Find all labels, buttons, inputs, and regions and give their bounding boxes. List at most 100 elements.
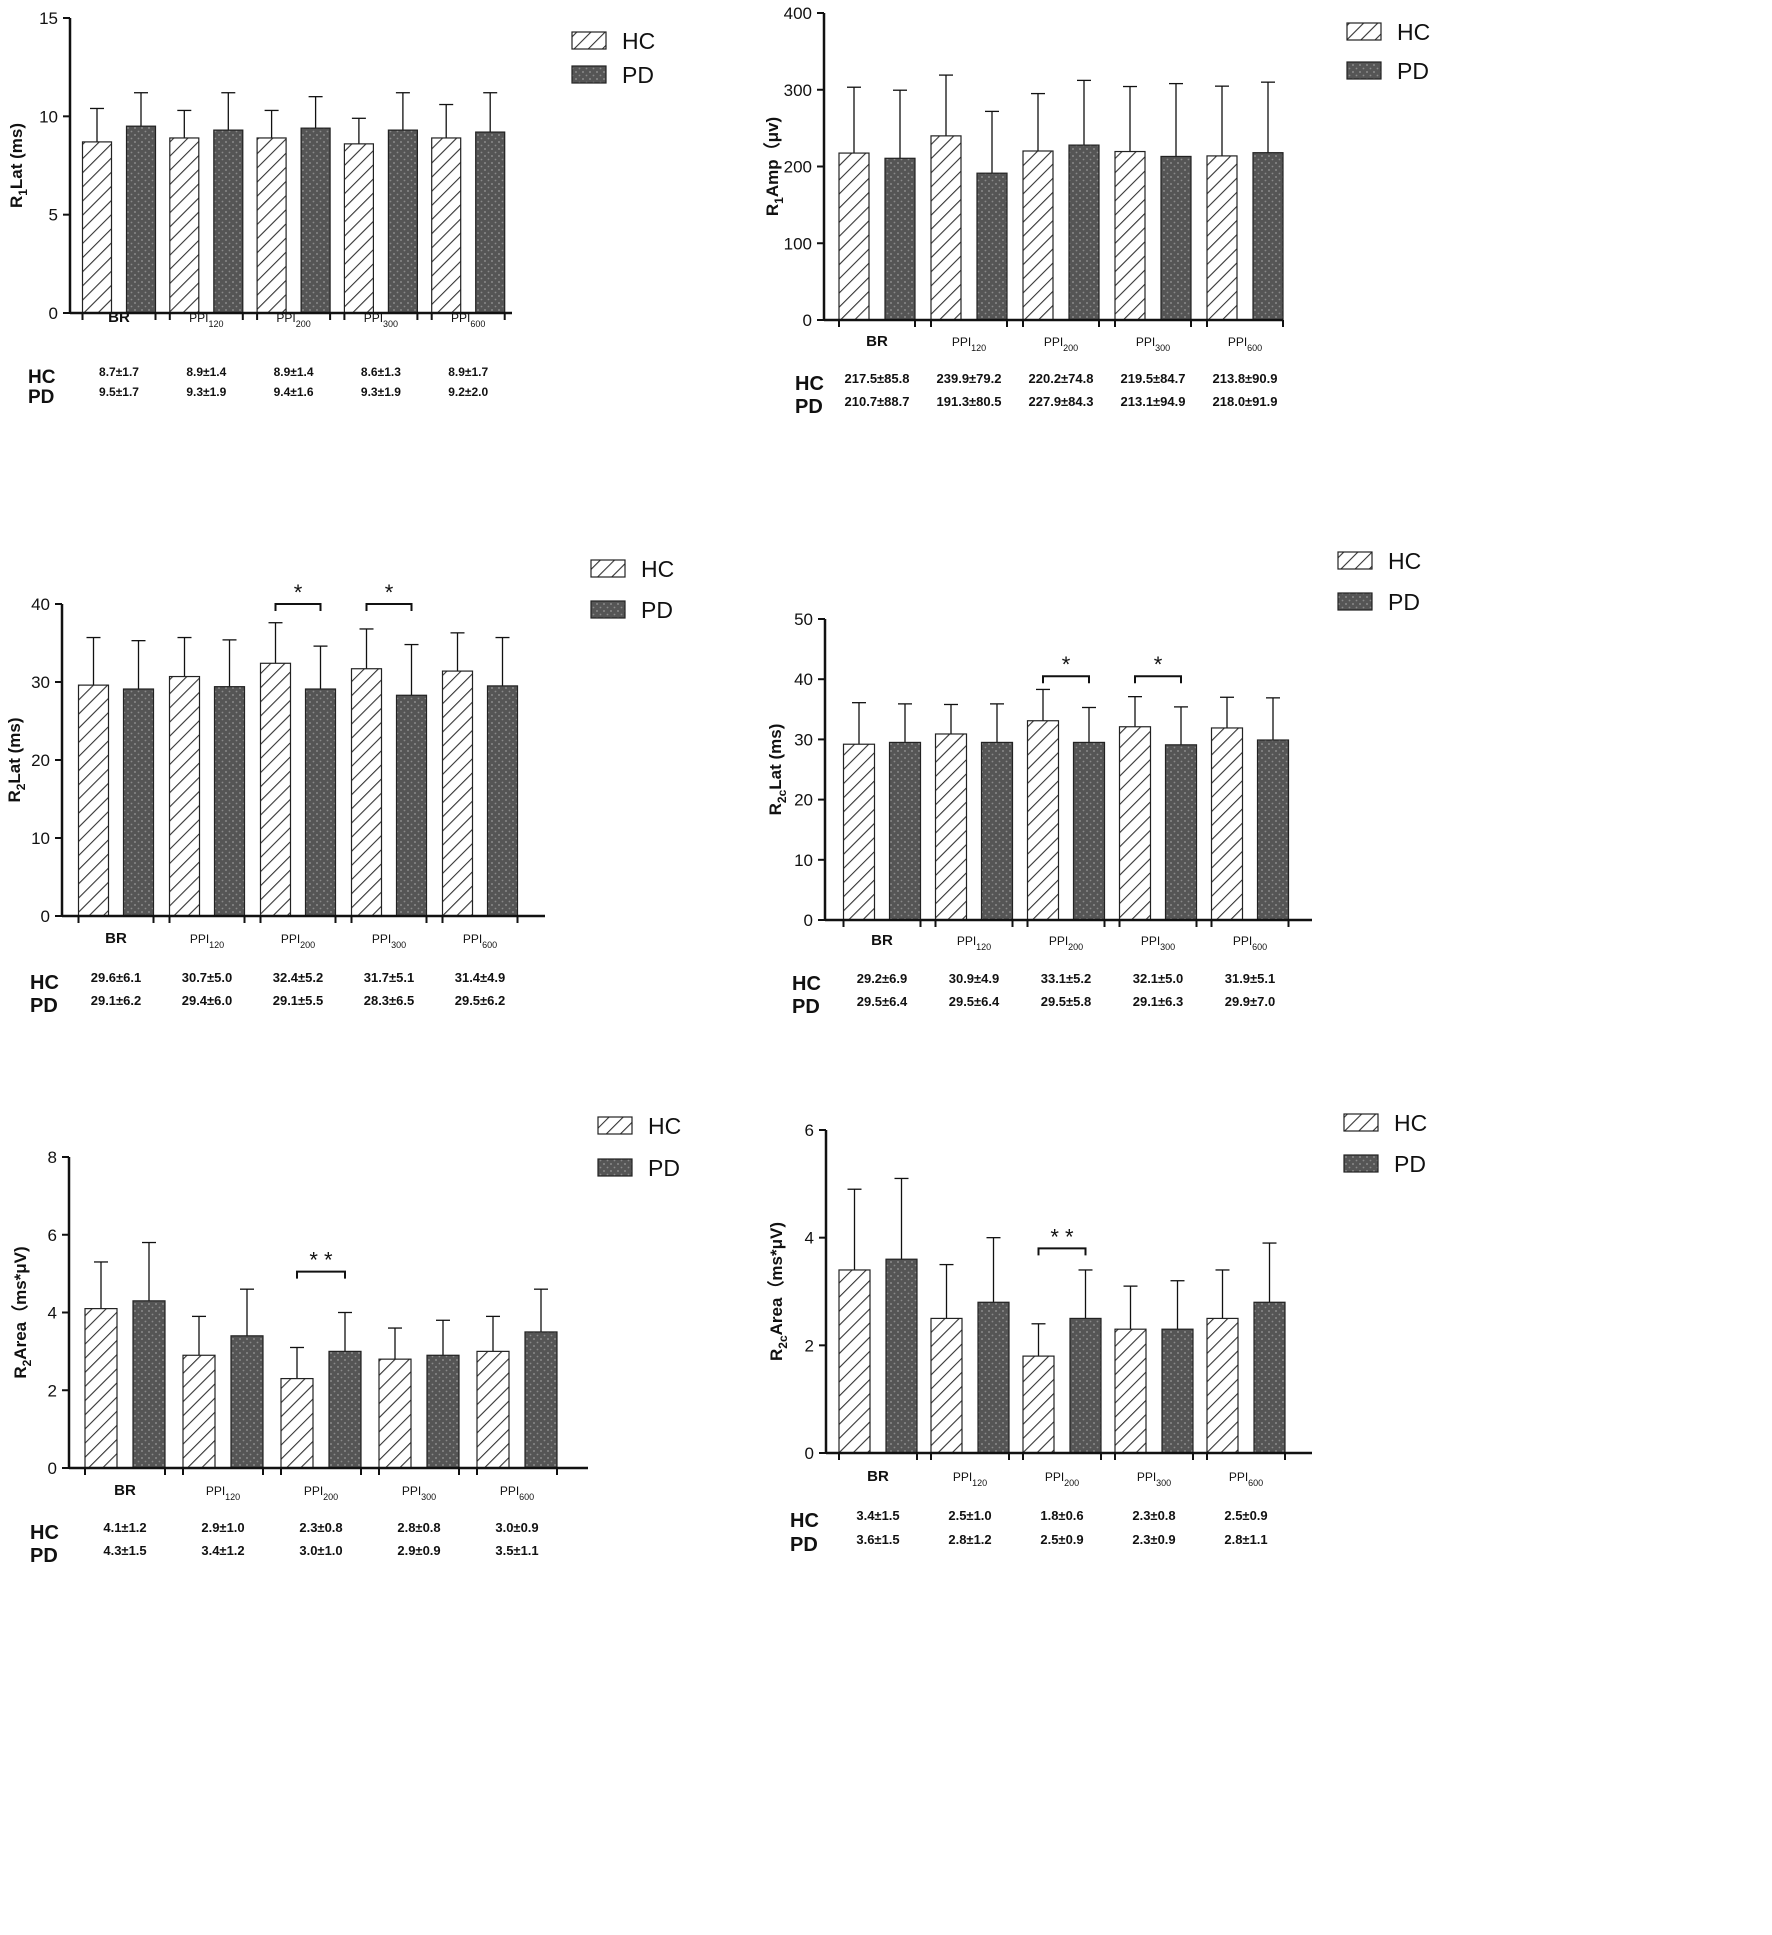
x-tick-label-ppi120: PPI120 (190, 932, 224, 950)
y-axis-label: R1Amp（μv) (762, 117, 786, 216)
x-tick-label-ppi600: PPI600 (1229, 1470, 1263, 1488)
bar-hc-ppi300 (378, 1358, 412, 1469)
significance-bracket (1037, 1247, 1087, 1256)
table-cell-pd-2: 3.4±1.2 (201, 1543, 244, 1558)
bar-pd-ppi120 (977, 1301, 1010, 1454)
bar-pd-br (132, 1300, 166, 1469)
table-cell-hc-2: 2.5±1.0 (948, 1508, 991, 1523)
bar-hc-ppi300 (350, 668, 383, 917)
y-tick-label: 2 (48, 1381, 57, 1400)
bar-hc-ppi300 (1118, 726, 1152, 921)
legend-swatch-pd (1346, 61, 1382, 80)
table-cell-pd-4: 9.3±1.9 (361, 385, 401, 399)
legend-swatch-hc (1346, 22, 1382, 41)
x-tick-label-ppi600: PPI600 (451, 311, 485, 329)
y-tick-label: 20 (31, 751, 50, 770)
legend-label-pd: PD (1397, 58, 1429, 84)
table-cell-pd-5: 29.5±6.2 (455, 993, 506, 1008)
bar-pd-ppi300 (387, 129, 418, 314)
table-cell-hc-5: 2.5±0.9 (1224, 1508, 1267, 1523)
bar-pd-ppi200 (1072, 741, 1106, 921)
table-cell-hc-3: 32.4±5.2 (273, 970, 324, 985)
y-tick-label: 0 (49, 304, 58, 323)
legend-label-hc: HC (1388, 548, 1421, 574)
x-tick-label-ppi120: PPI120 (206, 1484, 240, 1502)
table-cell-pd-4: 2.3±0.9 (1132, 1532, 1175, 1547)
table-cell-hc-3: 2.3±0.8 (299, 1520, 342, 1535)
table-cell-pd-3: 3.0±1.0 (299, 1543, 342, 1558)
bar-hc-ppi120 (169, 137, 200, 314)
significance-bracket (1134, 675, 1182, 684)
y-axis-label: R2cArea（ms*μV) (766, 1222, 790, 1361)
x-tick-label-ppi120: PPI120 (957, 934, 991, 952)
x-tick-label-br: BR (867, 1468, 889, 1485)
y-tick-label: 20 (794, 791, 813, 810)
legend: HC PD (597, 1113, 681, 1181)
legend: HC PD (1337, 548, 1421, 615)
x-tick-label-ppi300: PPI300 (372, 932, 406, 950)
y-tick-label: 5 (49, 206, 58, 225)
table-row-label-pd: PD (30, 995, 58, 1017)
chart-panel-4: 0 10 20 30 40 50 BR PPI120 PPI200 PPI300 PPI600 R2c… (766, 548, 1421, 1018)
x-tick-label-ppi300: PPI300 (364, 311, 398, 329)
table-cell-pd-3: 227.9±84.3 (1029, 394, 1094, 409)
bar-pd-ppi600 (1253, 1301, 1286, 1454)
chart-panel-1: 0 5 10 15 BR PPI120 PPI200 PPI300 PPI600 R1Lat (m… (7, 9, 655, 408)
table-cell-pd-1: 210.7±88.7 (845, 394, 910, 409)
bar-pd-ppi200 (1068, 144, 1100, 321)
table-row-label-hc: HC (792, 973, 821, 995)
table-cell-pd-1: 3.6±1.5 (856, 1532, 899, 1547)
bar-hc-ppi120 (934, 733, 968, 921)
table-cell-hc-1: 29.2±6.9 (857, 971, 908, 986)
table-cell-hc-2: 30.9±4.9 (949, 971, 1000, 986)
x-tick-label-ppi200: PPI200 (1044, 335, 1078, 353)
legend-label-pd: PD (1394, 1151, 1426, 1177)
bar-hc-ppi300 (343, 143, 374, 314)
table-row-label-pd: PD (28, 387, 54, 408)
bar-pd-ppi200 (1069, 1317, 1102, 1454)
y-tick-label: 4 (805, 1229, 814, 1248)
bar-pd-br (885, 1258, 918, 1454)
significance-bracket (365, 603, 413, 611)
bar-pd-ppi120 (976, 172, 1008, 321)
table-cell-pd-5: 9.2±2.0 (448, 385, 488, 399)
table-cell-pd-5: 29.9±7.0 (1225, 994, 1276, 1009)
y-tick-label: 40 (794, 670, 813, 689)
bar-pd-br (122, 688, 155, 917)
x-tick-label-ppi300: PPI300 (402, 1484, 436, 1502)
table-cell-pd-2: 2.8±1.2 (948, 1532, 991, 1547)
bar-pd-ppi300 (1161, 1328, 1194, 1454)
table-cell-pd-4: 29.1±6.3 (1133, 994, 1184, 1009)
legend-swatch-hc (597, 1116, 633, 1135)
table-row-label-pd: PD (30, 1545, 58, 1567)
table-cell-pd-2: 29.5±6.4 (949, 994, 1000, 1009)
bar-pd-ppi120 (980, 741, 1014, 921)
x-tick-label-ppi200: PPI200 (304, 1484, 338, 1502)
table-cell-hc-1: 217.5±85.8 (845, 371, 910, 386)
legend-swatch-hc (1343, 1113, 1379, 1132)
table-row-label-hc: HC (790, 1510, 819, 1532)
legend-label-hc: HC (1394, 1110, 1427, 1136)
legend: HC PD (571, 28, 655, 88)
x-tick-label-br: BR (114, 1482, 136, 1499)
x-tick-label-ppi120: PPI120 (953, 1470, 987, 1488)
chart-panel-2: 0 100 200 300 400 BR PPI120 PPI200 PPI300 PPI600 R… (762, 4, 1430, 418)
legend-label-pd: PD (1388, 589, 1420, 615)
table-cell-pd-1: 29.5±6.4 (857, 994, 908, 1009)
y-tick-label: 40 (31, 595, 50, 614)
bar-pd-br (888, 741, 922, 921)
bar-pd-ppi300 (1164, 744, 1198, 921)
table-cell-pd-4: 28.3±6.5 (364, 993, 415, 1008)
x-tick-label-ppi200: PPI200 (1049, 934, 1083, 952)
x-tick-label-ppi200: PPI200 (276, 311, 310, 329)
y-axis-label: R1Lat (ms) (7, 123, 30, 208)
legend-swatch-pd (597, 1158, 633, 1177)
table-cell-pd-3: 2.5±0.9 (1040, 1532, 1083, 1547)
legend-swatch-hc (571, 31, 607, 50)
table-cell-pd-3: 29.5±5.8 (1041, 994, 1092, 1009)
x-tick-label-ppi120: PPI120 (189, 311, 223, 329)
